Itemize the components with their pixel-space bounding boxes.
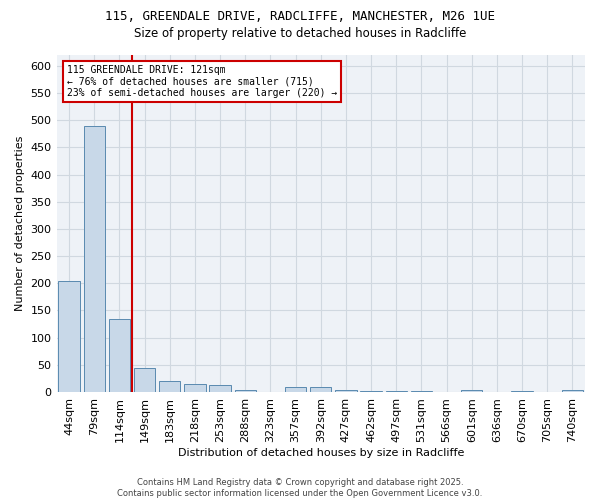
Bar (134, 368, 155, 392)
X-axis label: Distribution of detached houses by size in Radcliffe: Distribution of detached houses by size … (178, 448, 464, 458)
Bar (285, 387, 307, 392)
Text: Size of property relative to detached houses in Radcliffe: Size of property relative to detached ho… (134, 28, 466, 40)
Bar (461, 390, 482, 392)
Bar (310, 386, 331, 392)
Bar (335, 390, 356, 392)
Bar (58, 280, 80, 392)
Bar (235, 390, 256, 392)
Y-axis label: Number of detached properties: Number of detached properties (15, 136, 25, 311)
Bar (83, 126, 105, 392)
Text: Contains HM Land Registry data © Crown copyright and database right 2025.
Contai: Contains HM Land Registry data © Crown c… (118, 478, 482, 498)
Text: 115, GREENDALE DRIVE, RADCLIFFE, MANCHESTER, M26 1UE: 115, GREENDALE DRIVE, RADCLIFFE, MANCHES… (105, 10, 495, 23)
Bar (386, 391, 407, 392)
Bar (209, 386, 231, 392)
Bar (159, 380, 181, 392)
Text: 115 GREENDALE DRIVE: 121sqm
← 76% of detached houses are smaller (715)
23% of se: 115 GREENDALE DRIVE: 121sqm ← 76% of det… (67, 65, 337, 98)
Bar (109, 318, 130, 392)
Bar (562, 390, 583, 392)
Bar (184, 384, 206, 392)
